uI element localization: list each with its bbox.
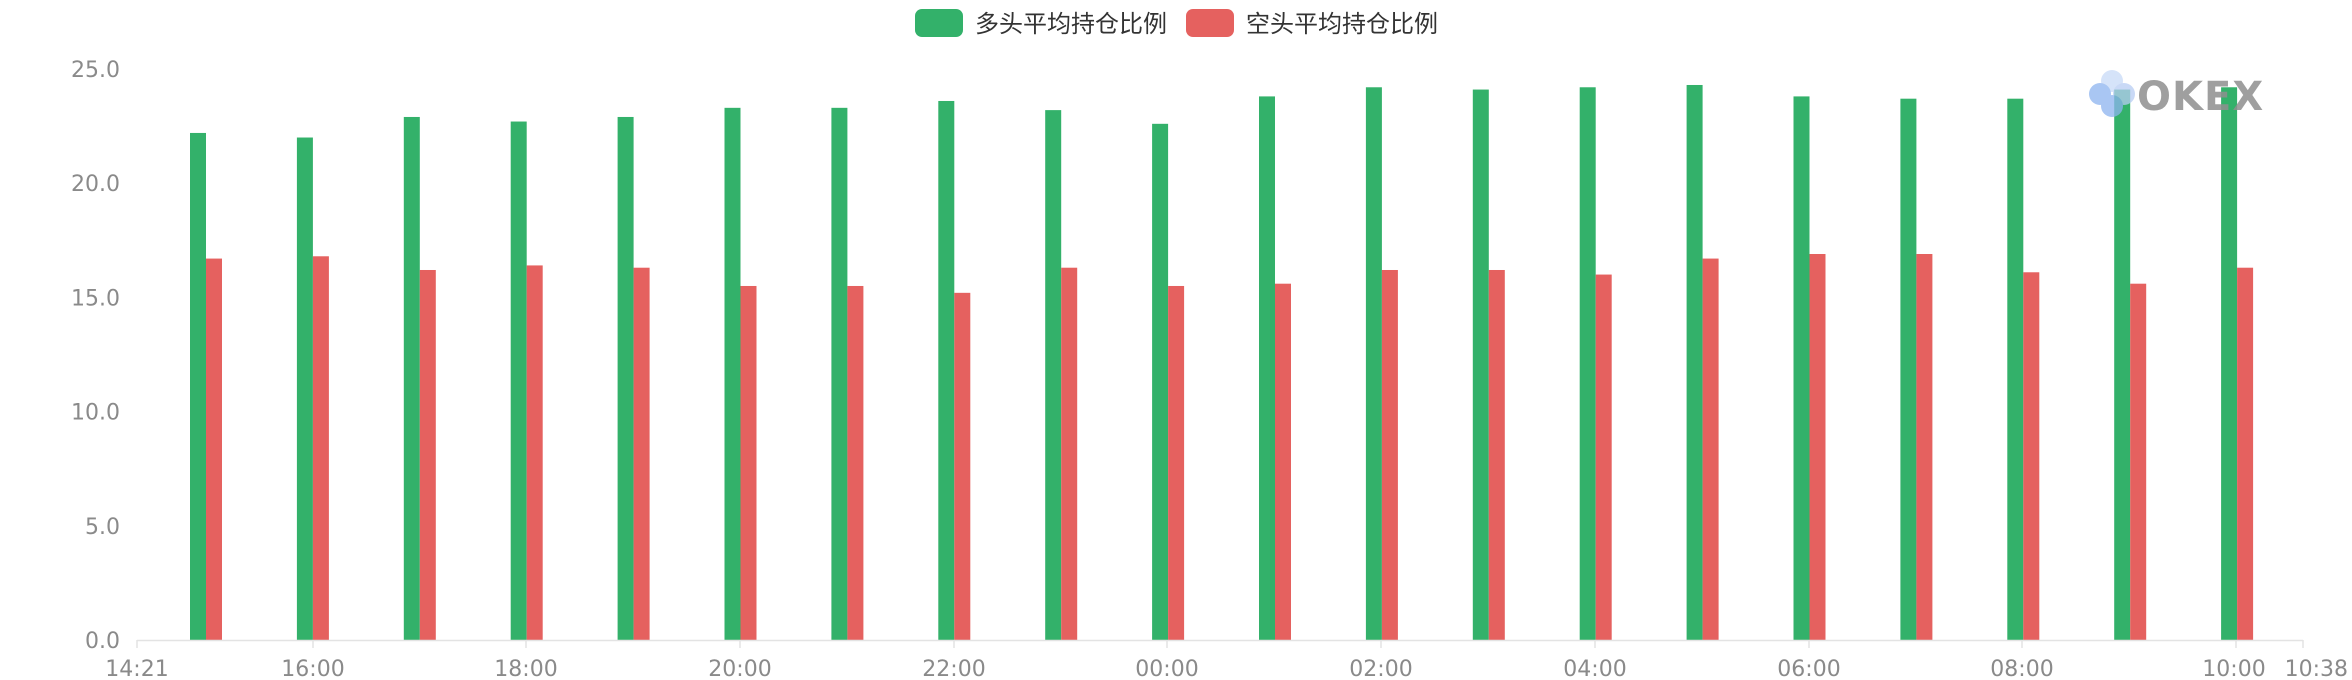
- bar-short[interactable]: [1916, 254, 1933, 640]
- x-tick-label: 04:00: [1563, 657, 1626, 680]
- bar-group: [403, 116, 436, 641]
- bar-group: [1259, 96, 1291, 640]
- y-tick-label: 5.0: [85, 515, 120, 540]
- legend-item[interactable]: 多头平均持仓比例: [915, 9, 1167, 38]
- legend-item[interactable]: 空头平均持仓比例: [1186, 9, 1438, 38]
- bar-short[interactable]: [1381, 269, 1398, 640]
- bars: [190, 84, 2254, 641]
- bar-long[interactable]: [510, 121, 527, 641]
- legend-swatch: [1186, 9, 1234, 37]
- legend-label: 多头平均持仓比例: [975, 10, 1167, 38]
- bar-long[interactable]: [190, 132, 206, 640]
- bar-group: [938, 100, 971, 640]
- x-tick-label: 18:00: [494, 657, 557, 680]
- bar-short[interactable]: [633, 267, 650, 640]
- bar-group: [1365, 87, 1398, 641]
- bar-group: [1152, 123, 1185, 641]
- x-tick-label: 06:00: [1777, 657, 1840, 680]
- bar-group: [1900, 98, 1933, 640]
- y-tick-label: 20.0: [71, 172, 120, 197]
- x-axis: 14:21 16:00 18:00 20:00 22:00 00:00 02:00 04:00…: [105, 639, 2348, 680]
- bar-group: [2221, 87, 2254, 641]
- legend: 多头平均持仓比例 空头平均持仓比例: [915, 9, 1438, 38]
- bar-group: [2007, 98, 2040, 640]
- bar-short[interactable]: [2130, 283, 2147, 640]
- bar-long[interactable]: [2007, 98, 2024, 640]
- bar-short[interactable]: [526, 265, 543, 640]
- x-tick-label: 20:00: [708, 657, 771, 680]
- bar-short[interactable]: [1809, 254, 1826, 640]
- bar-long[interactable]: [1793, 96, 1810, 640]
- bar-short[interactable]: [1061, 267, 1078, 640]
- bar-short[interactable]: [954, 292, 971, 640]
- bar-group: [1472, 89, 1505, 640]
- legend-swatch: [915, 9, 963, 37]
- bar-short[interactable]: [312, 256, 329, 640]
- x-tick-label: 00:00: [1135, 657, 1198, 680]
- bar-short[interactable]: [206, 258, 222, 640]
- bar-short[interactable]: [1595, 274, 1612, 640]
- bar-long[interactable]: [2221, 87, 2238, 641]
- bar-group: [1793, 96, 1826, 640]
- y-tick-label: 15.0: [71, 286, 120, 311]
- bar-group: [724, 107, 757, 640]
- bar-short[interactable]: [1702, 258, 1719, 640]
- bar-long[interactable]: [1472, 89, 1489, 640]
- bar-group: [2114, 89, 2147, 640]
- y-tick-label: 25.0: [71, 58, 120, 83]
- bar-group: [296, 137, 329, 640]
- x-tick-label: 22:00: [922, 657, 985, 680]
- y-tick-label: 10.0: [71, 401, 120, 426]
- bar-short[interactable]: [1275, 283, 1291, 640]
- bar-short[interactable]: [847, 285, 864, 640]
- bar-long[interactable]: [1686, 84, 1703, 641]
- x-tick-label: 10:38: [2285, 657, 2348, 680]
- bar-long[interactable]: [617, 116, 634, 641]
- bar-short[interactable]: [2237, 267, 2254, 640]
- y-axis: 0.0 5.0 10.0 15.0 20.0 25.0: [71, 58, 120, 654]
- bar-short[interactable]: [1488, 269, 1505, 640]
- bar-long[interactable]: [938, 100, 955, 640]
- bar-short[interactable]: [740, 285, 757, 640]
- bar-short[interactable]: [419, 269, 436, 640]
- bar-long[interactable]: [1045, 110, 1062, 640]
- bar-group: [1579, 87, 1612, 641]
- okex-logo-icon: [2089, 70, 2135, 117]
- bar-long[interactable]: [2114, 89, 2131, 640]
- bar-short[interactable]: [2023, 272, 2040, 640]
- bar-long[interactable]: [403, 116, 420, 641]
- bar-group: [510, 121, 543, 641]
- bar-short[interactable]: [1168, 285, 1185, 640]
- bar-long[interactable]: [296, 137, 313, 640]
- bar-long[interactable]: [1365, 87, 1382, 641]
- bar-group: [617, 116, 650, 641]
- bar-long[interactable]: [1152, 123, 1169, 641]
- x-tick-label: 02:00: [1349, 657, 1412, 680]
- x-tick-label: 10:00: [2202, 657, 2265, 680]
- x-tick-label: 08:00: [1990, 657, 2053, 680]
- bar-group: [190, 132, 222, 640]
- bar-group: [1045, 110, 1078, 640]
- watermark: OKEX: [2089, 70, 2264, 120]
- bar-group: [831, 107, 864, 640]
- x-tick-label: 16:00: [281, 657, 344, 680]
- bar-long[interactable]: [724, 107, 741, 640]
- x-tick-label: 14:21: [105, 657, 168, 680]
- watermark-text: OKEX: [2137, 74, 2264, 120]
- bar-long[interactable]: [1900, 98, 1917, 640]
- y-tick-label: 0.0: [85, 629, 120, 654]
- bar-long[interactable]: [1259, 96, 1275, 640]
- legend-label: 空头平均持仓比例: [1246, 10, 1438, 38]
- bar-long[interactable]: [1579, 87, 1596, 641]
- bar-long[interactable]: [831, 107, 848, 640]
- bar-group: [1686, 84, 1719, 641]
